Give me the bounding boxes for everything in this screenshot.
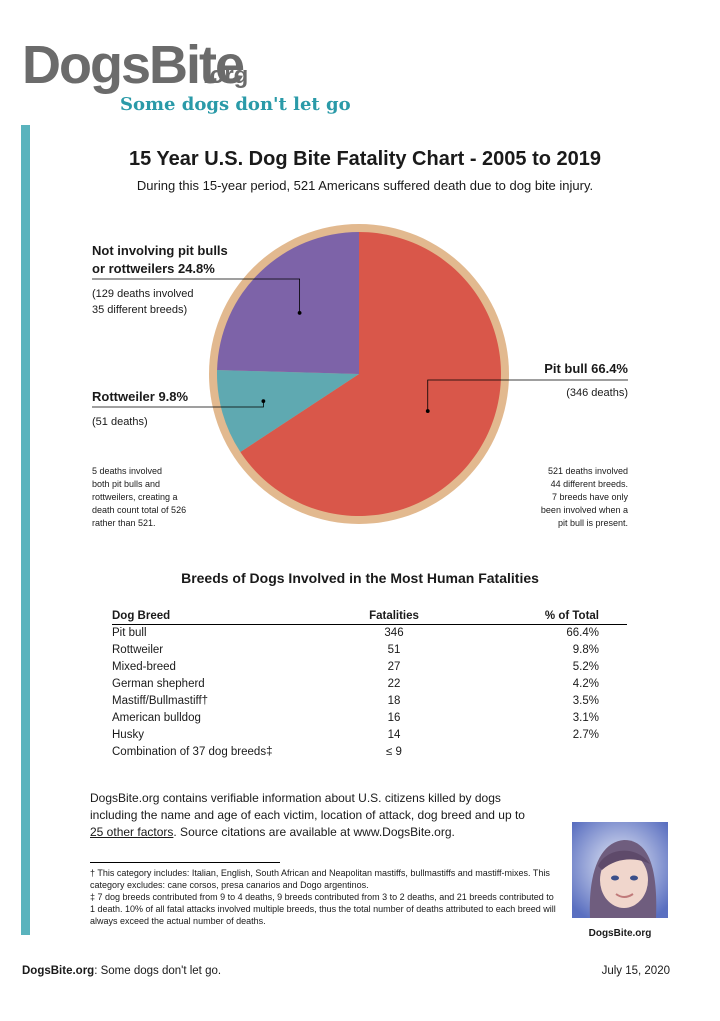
cell-breed: Pit bull xyxy=(112,627,147,639)
label-pitbull: Pit bull 66.4% xyxy=(544,361,628,376)
info-text-end: . Source citations are available at www.… xyxy=(173,825,455,839)
note-left-line: 5 deaths involved xyxy=(92,466,163,476)
note-right-line: 521 deaths involved xyxy=(547,466,628,476)
note-left-line: rottweilers, creating a xyxy=(92,492,178,502)
slice-pitbull xyxy=(240,232,501,516)
table-row: Mastiff/Bullmastiff† 18 3.5% xyxy=(112,693,627,710)
table-row: German shepherd 22 4.2% xyxy=(112,676,627,693)
cell-percent: 3.5% xyxy=(572,695,599,707)
label-other-detail2: 35 different breeds) xyxy=(92,304,188,316)
leader-pitbull xyxy=(427,379,628,412)
label-other-line2: or rottweilers 24.8% xyxy=(92,261,215,276)
footer-date: July 15, 2020 xyxy=(601,965,670,977)
factors-link[interactable]: 25 other factors xyxy=(90,825,174,839)
leader-other-dot xyxy=(297,311,302,315)
cell-fatalities: 16 xyxy=(387,712,401,724)
cell-percent: 4.2% xyxy=(572,678,599,690)
cell-breed: Mastiff/Bullmastiff† xyxy=(112,695,209,707)
header-fatalities: Fatalities xyxy=(329,610,459,625)
table-row: Rottweiler 51 9.8% xyxy=(112,642,627,659)
cell-fatalities: 27 xyxy=(387,661,401,673)
cell-breed: German shepherd xyxy=(112,678,205,690)
footnotes: † This category includes: Italian, Engli… xyxy=(90,867,560,927)
child-photo xyxy=(572,822,668,918)
leader-other xyxy=(92,278,301,313)
cell-fatalities: 51 xyxy=(387,644,401,656)
cell-breed: Husky xyxy=(112,729,144,741)
slice-other xyxy=(217,232,359,374)
header-percent: % of Total xyxy=(459,610,627,625)
info-paragraph: DogsBite.org contains verifiable informa… xyxy=(90,790,540,841)
cell-fatalities: 14 xyxy=(387,729,401,741)
note-right: 521 deaths involved 44 different breeds.… xyxy=(488,465,628,530)
footer-brand: DogsBite.org xyxy=(22,965,95,977)
table-header-row: Dog Breed Fatalities % of Total xyxy=(112,610,627,625)
label-rottweiler-detail: (51 deaths) xyxy=(92,416,148,428)
leader-rottweiler xyxy=(92,401,264,408)
breeds-table: Dog Breed Fatalities % of Total Pit bull… xyxy=(112,610,627,761)
cell-breed: American bulldog xyxy=(112,712,201,724)
cell-fatalities: 22 xyxy=(387,678,401,690)
table-row: Mixed-breed 27 5.2% xyxy=(112,659,627,676)
leader-rottweiler-dot xyxy=(261,399,266,404)
cell-percent: 9.8% xyxy=(572,644,599,656)
cell-breed: Mixed-breed xyxy=(112,661,176,673)
page-subtitle: During this 15-year period, 521 American… xyxy=(136,178,594,193)
accent-bar xyxy=(21,125,30,935)
note-right-line: 7 breeds have only xyxy=(551,492,628,502)
page-title: 15 Year U.S. Dog Bite Fatality Chart - 2… xyxy=(128,148,602,170)
label-rottweiler: Rottweiler 9.8% xyxy=(92,389,189,404)
note-left-line: both pit bulls and xyxy=(92,479,161,489)
leader-pitbull-dot xyxy=(425,409,430,413)
table-row: Husky 14 2.7% xyxy=(112,727,627,744)
cell-percent: 3.1% xyxy=(572,712,599,724)
label-pitbull-detail: (346 deaths) xyxy=(566,387,628,399)
table-row: Combination of 37 dog breeds‡ ≤ 9 xyxy=(112,744,627,761)
logo-wordmark: DogsBite xyxy=(22,35,245,95)
cell-percent: 2.7% xyxy=(572,729,599,741)
footnote-divider xyxy=(90,862,280,863)
logo-tagline: Some dogs don't let go xyxy=(120,94,351,115)
cell-breed: Combination of 37 dog breeds‡ xyxy=(112,746,273,758)
logo-org: .org xyxy=(203,62,249,89)
footer-left: DogsBite.org: Some dogs don't let go. xyxy=(22,965,221,977)
cell-breed: Rottweiler xyxy=(112,644,164,656)
note-left-line: rather than 521. xyxy=(92,518,156,528)
cell-percent: 5.2% xyxy=(572,661,599,673)
label-other-detail1: (129 deaths involved xyxy=(92,288,194,300)
cell-percent xyxy=(459,744,627,761)
footnote-dagger: † This category includes: Italian, Engli… xyxy=(90,868,550,890)
note-right-line: 44 different breeds. xyxy=(550,479,628,489)
photo-caption: DogsBite.org xyxy=(588,928,652,939)
header-breed: Dog Breed xyxy=(112,610,329,625)
table-row: American bulldog 16 3.1% xyxy=(112,710,627,727)
note-left: 5 deaths involved both pit bulls and rot… xyxy=(92,465,232,530)
note-right-line: been involved when a xyxy=(540,505,628,515)
footer-tagline: : Some dogs don't let go. xyxy=(94,965,222,977)
table-row: Pit bull 346 66.4% xyxy=(112,625,627,643)
breeds-table-title: Breeds of Dogs Involved in the Most Huma… xyxy=(181,570,539,586)
cell-fatalities: 18 xyxy=(387,695,401,707)
note-right-line: pit bull is present. xyxy=(557,518,628,528)
note-left-line: death count total of 526 xyxy=(92,505,187,515)
cell-fatalities: ≤ 9 xyxy=(386,746,402,758)
footnote-double-dagger: ‡ 7 dog breeds contributed from 9 to 4 d… xyxy=(90,892,556,926)
cell-percent: 66.4% xyxy=(566,627,599,639)
slice-rottweiler xyxy=(217,370,359,453)
pie-chart xyxy=(92,224,628,524)
label-other-line1: Not involving pit bulls xyxy=(92,243,228,258)
info-text-start: DogsBite.org contains verifiable informa… xyxy=(90,791,525,822)
cell-fatalities: 346 xyxy=(384,627,404,639)
